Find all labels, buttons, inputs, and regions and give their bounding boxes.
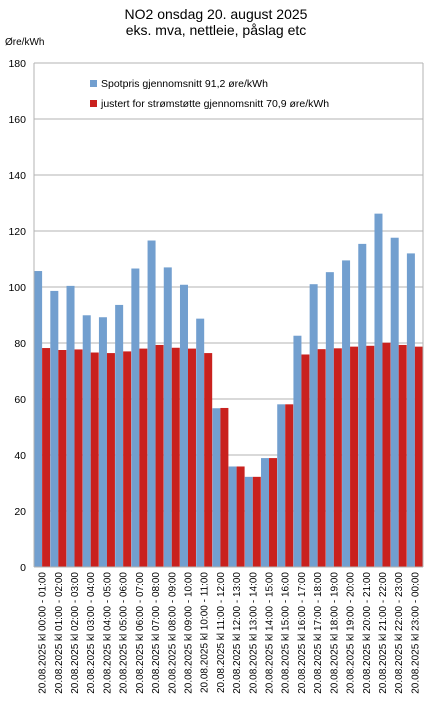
x-tick-label: 20.08.2025 kl 15:00 - 16:00 xyxy=(281,572,292,694)
x-tick-label: 20.08.2025 kl 19:00 - 20:00 xyxy=(346,572,357,694)
spotpris-bar xyxy=(406,253,415,567)
y-tick-label: 80 xyxy=(14,338,26,350)
justert-bar xyxy=(285,404,294,567)
x-tick-label: 20.08.2025 kl 00:00 - 01:00 xyxy=(38,572,49,694)
x-tick-label: 20.08.2025 kl 14:00 - 15:00 xyxy=(265,572,276,694)
x-tick-label: 20.08.2025 kl 02:00 - 03:00 xyxy=(70,572,81,694)
y-tick-label: 180 xyxy=(8,58,26,70)
spotpris-bar xyxy=(293,335,302,567)
x-tick-label: 20.08.2025 kl 07:00 - 08:00 xyxy=(151,572,162,694)
justert-bar xyxy=(42,348,51,567)
chart-title: NO2 onsdag 20. august 2025 eks. mva, net… xyxy=(0,6,432,38)
justert-bar xyxy=(414,346,423,567)
justert-bar xyxy=(382,342,391,567)
x-tick-label: 20.08.2025 kl 01:00 - 02:00 xyxy=(54,572,65,694)
spotpris-bar xyxy=(147,240,156,567)
spotpris-bar xyxy=(179,284,188,567)
x-tick-label: 20.08.2025 kl 20:00 - 21:00 xyxy=(362,572,373,694)
spotpris-bar xyxy=(325,272,334,567)
justert-bar xyxy=(187,348,196,567)
x-tick-label: 20.08.2025 kl 10:00 - 11:00 xyxy=(200,572,211,693)
legend-swatch-spotpris xyxy=(90,80,97,87)
spotpris-bar xyxy=(34,271,43,567)
spotpris-bar xyxy=(277,404,286,567)
spotpris-bar xyxy=(342,260,351,567)
y-tick-label: 0 xyxy=(20,562,26,574)
y-tick-label: 140 xyxy=(8,170,26,182)
legend-label-justert: justert for strømstøtte gjennomsnitt 70,… xyxy=(100,98,329,110)
justert-bar xyxy=(123,351,132,567)
axes xyxy=(33,63,424,568)
justert-bar xyxy=(90,352,99,567)
x-tick-label: 20.08.2025 kl 17:00 - 18:00 xyxy=(313,572,324,694)
y-tick-label: 160 xyxy=(8,114,26,126)
spotpris-bar xyxy=(163,267,172,567)
legend: Spotpris gjennomsnitt 91,2 øre/kWh juster… xyxy=(90,78,329,110)
justert-bar xyxy=(204,353,213,567)
x-tick-label: 20.08.2025 kl 08:00 - 09:00 xyxy=(167,572,178,694)
spotpris-bar xyxy=(261,458,270,567)
spotpris-bar xyxy=(131,268,140,567)
justert-bar xyxy=(366,345,375,567)
y-axis-label: Øre/kWh xyxy=(5,37,45,48)
spotpris-bar xyxy=(212,408,221,567)
justert-bar xyxy=(220,407,229,567)
x-tick-label: 20.08.2025 kl 22:00 - 23:00 xyxy=(394,572,405,694)
legend-swatch-justert xyxy=(90,100,97,107)
spotpris-bar xyxy=(82,315,91,567)
x-tick-labels: 20.08.2025 kl 00:00 - 01:00 20.08.2025 kl… xyxy=(38,572,422,694)
x-tick-label: 20.08.2025 kl 09:00 - 10:00 xyxy=(183,572,194,694)
justert-bar xyxy=(398,344,407,567)
justert-bar xyxy=(317,349,326,567)
spotpris-bar xyxy=(358,243,367,567)
justert-bar xyxy=(58,350,67,567)
legend-label-spotpris: Spotpris gjennomsnitt 91,2 øre/kWh xyxy=(101,78,268,90)
justert-bar xyxy=(106,353,115,567)
spotpris-bar xyxy=(66,285,75,567)
justert-bar xyxy=(252,476,261,567)
spotpris-bar xyxy=(115,304,124,567)
justert-bar xyxy=(139,348,148,567)
x-tick-label: 20.08.2025 kl 23:00 - 00:00 xyxy=(410,572,421,694)
x-tick-label: 20.08.2025 kl 12:00 - 13:00 xyxy=(232,572,243,694)
x-tick-label: 20.08.2025 kl 13:00 - 14:00 xyxy=(248,572,259,694)
justert-bar xyxy=(301,354,310,567)
chart-title-line-1: NO2 onsdag 20. august 2025 xyxy=(124,6,308,22)
y-tick-label: 20 xyxy=(14,506,26,518)
justert-bar xyxy=(236,466,245,567)
x-tick-label: 20.08.2025 kl 06:00 - 07:00 xyxy=(135,572,146,694)
x-tick-label: 20.08.2025 kl 05:00 - 06:00 xyxy=(119,572,130,694)
spotpris-bar xyxy=(390,237,399,567)
x-tick-label: 20.08.2025 kl 21:00 - 22:00 xyxy=(378,572,389,694)
spotpris-bar xyxy=(309,284,318,567)
justert-bar xyxy=(171,347,180,567)
x-tick-label: 20.08.2025 kl 04:00 - 05:00 xyxy=(102,572,113,694)
justert-bar xyxy=(269,458,278,567)
spotpris-bar xyxy=(228,466,237,567)
spotpris-bar xyxy=(244,476,253,567)
spotpris-bar xyxy=(196,318,205,567)
x-tick-label: 20.08.2025 kl 03:00 - 04:00 xyxy=(86,572,97,694)
justert-bar xyxy=(333,348,342,567)
y-tick-label: 120 xyxy=(8,226,26,238)
x-tick-label: 20.08.2025 kl 16:00 - 17:00 xyxy=(297,572,308,694)
justert-bar xyxy=(155,344,164,567)
y-tick-label: 100 xyxy=(8,282,26,294)
justert-bar xyxy=(74,349,83,567)
bars xyxy=(34,213,423,567)
x-tick-label: 20.08.2025 kl 11:00 - 12:00 xyxy=(216,572,227,693)
spotpris-bar xyxy=(98,317,107,567)
y-tick-label: 40 xyxy=(14,450,26,462)
justert-bar xyxy=(350,346,359,567)
y-tick-labels: 0 20 40 60 80 100 120 140 160 180 xyxy=(8,58,26,574)
chart-title-line-2: eks. mva, nettleie, påslag etc xyxy=(125,22,307,38)
x-tick-label: 20.08.2025 kl 18:00 - 19:00 xyxy=(329,572,340,694)
spotpris-bar xyxy=(374,213,383,567)
y-tick-label: 60 xyxy=(14,394,26,406)
spotpris-bar xyxy=(50,290,59,567)
